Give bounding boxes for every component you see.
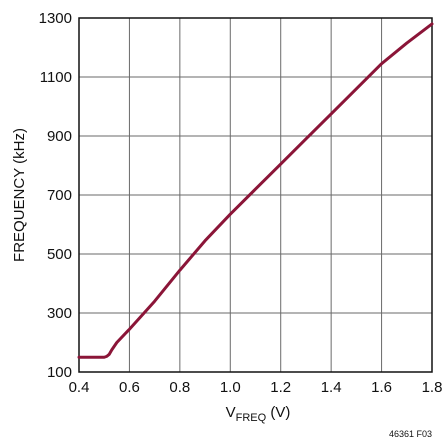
y-tick-label: 300 [47,305,72,322]
y-tick-label: 1100 [40,69,72,86]
x-axis-label: VFREQ (V) [226,404,291,424]
x-tick-label: 1.0 [220,379,241,396]
x-tick-label: 0.4 [69,379,90,396]
y-axis-label: FREQUENCY (kHz) [11,128,28,262]
y-tick-labels: 100 300 500 700 900 1100 1300 [39,10,72,381]
y-tick-label: 500 [47,246,72,263]
grid-lines [78,17,433,373]
series-layer [77,22,434,359]
x-tick-label: 1.2 [270,379,291,396]
plot-frame [78,17,433,373]
x-axis-label-subscript: FREQ [236,412,267,424]
series-line-0 [77,22,434,359]
x-tick-label: 1.4 [321,379,342,396]
figure-id: 46361 F03 [389,429,432,439]
x-tick-label: 1.8 [422,379,442,396]
y-tick-label: 1300 [39,10,72,27]
y-tick-label: 100 [47,364,72,381]
x-tick-label: 0.6 [119,379,140,396]
x-tick-label: 1.6 [371,379,392,396]
x-tick-labels: 0.4 0.6 0.8 1.0 1.2 1.4 1.6 1.8 [69,379,442,396]
y-tick-label: 900 [47,128,72,145]
x-axis-label-main: V [226,404,236,421]
x-tick-label: 0.8 [169,379,190,396]
y-tick-label: 700 [47,187,72,204]
x-axis-label-unit: (V) [266,404,290,421]
